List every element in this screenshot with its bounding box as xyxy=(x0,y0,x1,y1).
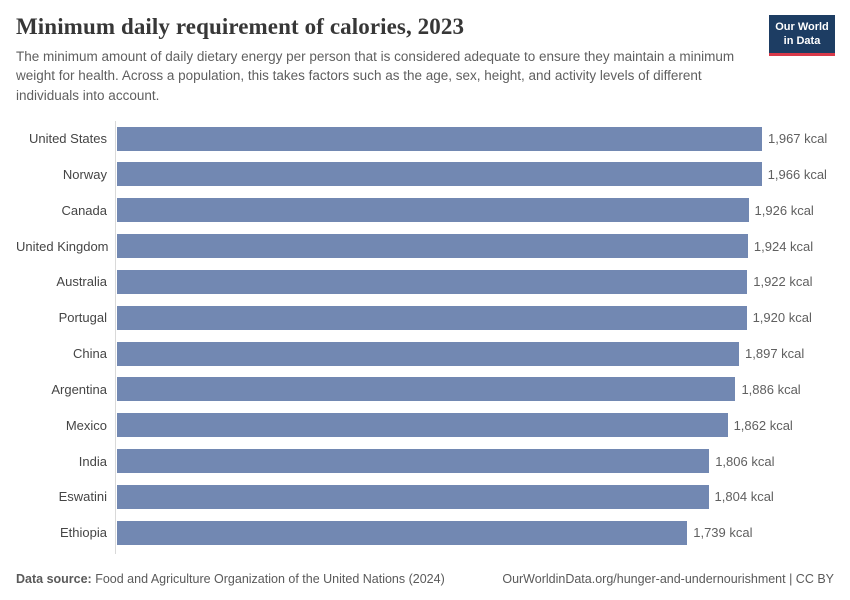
bar[interactable] xyxy=(117,269,748,294)
bar-value-label: 1,967 kcal xyxy=(768,131,828,146)
attribution-link[interactable]: OurWorldinData.org/hunger-and-undernouri… xyxy=(502,572,834,586)
bar-chart: United States 1,967 kcal Norway 1,966 kc… xyxy=(16,120,834,554)
bar-value-label: 1,804 kcal xyxy=(714,489,774,505)
data-source: Data source: Food and Agriculture Organi… xyxy=(16,572,445,586)
bar-value-label: 1,897 kcal xyxy=(745,346,805,362)
bar-row: United States 1,967 kcal xyxy=(16,121,834,157)
bar[interactable] xyxy=(117,520,688,545)
bar-chart-rows: United States 1,967 kcal Norway 1,966 kc… xyxy=(16,121,834,551)
bar[interactable] xyxy=(117,162,762,187)
bar-value-label: 1,806 kcal xyxy=(715,453,775,469)
bar-value-label: 1,739 kcal xyxy=(693,525,753,541)
bar-row: China 1,897 kcal xyxy=(16,336,834,372)
country-label: China xyxy=(73,346,107,362)
bar-plot: 1,967 kcal xyxy=(115,126,834,151)
bar-row: India 1,806 kcal xyxy=(16,443,834,479)
country-label: Eswatini xyxy=(58,489,107,505)
country-label: Australia xyxy=(56,274,107,290)
bar-row: Mexico 1,862 kcal xyxy=(16,407,834,443)
country-label: Norway xyxy=(62,166,107,182)
chart-title: Minimum daily requirement of calories, 2… xyxy=(16,14,465,39)
bar-value-label: 1,926 kcal xyxy=(754,202,814,218)
chart-footer: Data source: Food and Agriculture Organi… xyxy=(16,572,834,586)
bar-row: Canada 1,926 kcal xyxy=(16,192,834,228)
bar-plot: 1,922 kcal xyxy=(115,269,834,294)
bar-plot: 1,924 kcal xyxy=(115,234,834,259)
country-label: Ethiopia xyxy=(60,525,107,541)
bar-plot: 1,804 kcal xyxy=(115,484,834,509)
bar[interactable] xyxy=(117,305,747,330)
bar-plot: 1,926 kcal xyxy=(115,198,834,223)
owid-logo[interactable]: Our World in Data xyxy=(769,15,835,56)
bar-plot: 1,862 kcal xyxy=(115,413,834,438)
bar-value-label: 1,886 kcal xyxy=(741,381,801,397)
bar[interactable] xyxy=(117,126,762,151)
bar-row: Portugal 1,920 kcal xyxy=(16,300,834,336)
bar[interactable] xyxy=(117,449,710,474)
bar[interactable] xyxy=(117,341,740,366)
bar-row: Eswatini 1,804 kcal xyxy=(16,479,834,515)
chart-header: Minimum daily requirement of calories, 2… xyxy=(0,0,850,106)
bar-value-label: 1,922 kcal xyxy=(753,274,813,290)
bar-value-label: 1,924 kcal xyxy=(753,238,814,254)
chart-subtitle: The minimum amount of daily dietary ener… xyxy=(16,48,735,104)
bar-row: United Kingdom 1,924 kcal xyxy=(16,228,834,264)
bar-value-label: 1,966 kcal xyxy=(767,166,827,182)
bar-plot: 1,739 kcal xyxy=(115,520,834,545)
bar[interactable] xyxy=(117,377,736,402)
bar[interactable] xyxy=(117,413,728,438)
country-label: United States xyxy=(28,131,107,146)
y-axis-line xyxy=(115,120,116,554)
owid-logo-line1: Our World xyxy=(775,21,829,33)
bar-row: Australia 1,922 kcal xyxy=(16,264,834,300)
bar-value-label: 1,920 kcal xyxy=(752,310,812,326)
country-label: United Kingdom xyxy=(16,238,109,254)
bar[interactable] xyxy=(117,198,749,223)
bar-value-label: 1,862 kcal xyxy=(733,417,793,433)
bar-row: Argentina 1,886 kcal xyxy=(16,371,834,407)
country-label: Canada xyxy=(61,202,107,218)
data-source-text: Food and Agriculture Organization of the… xyxy=(95,572,445,586)
bar[interactable] xyxy=(117,234,748,259)
bar-row: Norway 1,966 kcal xyxy=(16,156,834,192)
bar-row: Ethiopia 1,739 kcal xyxy=(16,515,834,551)
bar-plot: 1,886 kcal xyxy=(115,377,834,402)
country-label: India xyxy=(78,453,107,469)
bar-plot: 1,897 kcal xyxy=(115,341,834,366)
bar-plot: 1,966 kcal xyxy=(115,162,834,187)
bar-plot: 1,806 kcal xyxy=(115,449,834,474)
country-label: Mexico xyxy=(65,417,107,433)
bar[interactable] xyxy=(117,484,709,509)
bar-plot: 1,920 kcal xyxy=(115,305,834,330)
country-label: Argentina xyxy=(51,381,107,397)
data-source-label: Data source: xyxy=(16,572,92,586)
country-label: Portugal xyxy=(58,310,107,326)
owid-logo-line2: in Data xyxy=(783,35,821,48)
